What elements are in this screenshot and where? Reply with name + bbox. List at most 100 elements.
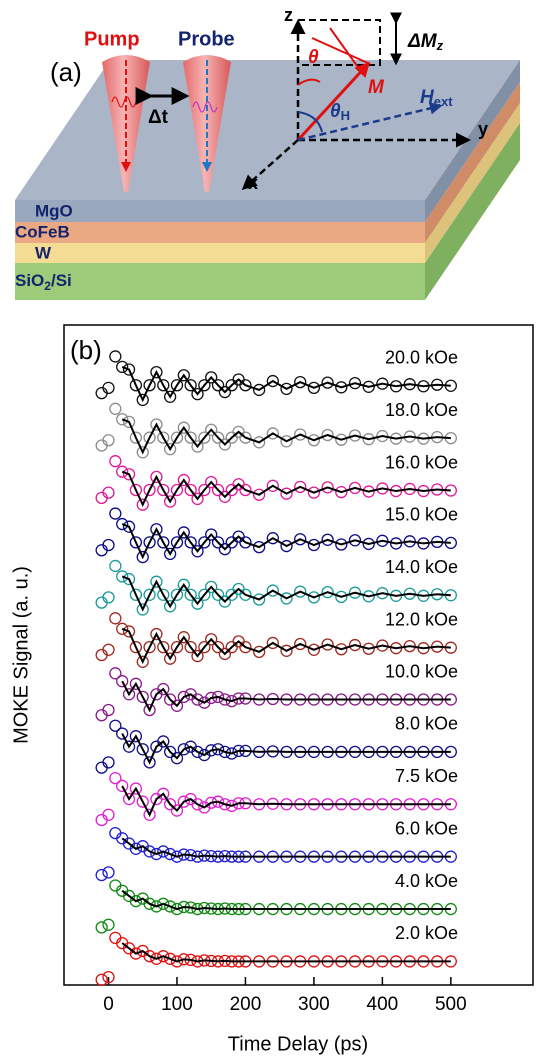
data-point (266, 584, 279, 597)
data-point (362, 590, 375, 603)
data-point (136, 498, 149, 511)
data-point (191, 745, 204, 759)
series-label: 7.5 kOe (395, 766, 458, 786)
fit-line (121, 680, 451, 713)
data-point (321, 376, 334, 389)
data-point (143, 897, 156, 910)
data-point (116, 779, 129, 793)
data-point (157, 897, 170, 910)
data-point (143, 431, 156, 444)
layer-label-rest: /Si (51, 271, 72, 290)
data-point (218, 490, 232, 503)
fit-line (121, 942, 451, 963)
data-point (280, 487, 293, 500)
layer-label: SiO2/Si (15, 271, 72, 293)
data-point (150, 418, 163, 431)
data-point (150, 575, 163, 588)
data-point (307, 538, 321, 552)
data-point (163, 952, 177, 965)
data-point (129, 842, 143, 855)
data-point (157, 379, 170, 392)
data-point (239, 483, 252, 497)
data-point (129, 730, 143, 743)
data-point (102, 756, 115, 769)
probe-label: Probe (178, 28, 235, 50)
data-point (211, 640, 225, 654)
data-point (266, 636, 279, 650)
theta-h-sub: H (341, 108, 350, 123)
data-point (102, 970, 115, 984)
data-point (211, 588, 225, 601)
data-point (177, 526, 190, 539)
layer-mgo (15, 200, 425, 222)
data-point (143, 379, 156, 392)
data-point (129, 588, 143, 601)
data-point (205, 423, 218, 436)
panel-label: (a) (50, 57, 82, 87)
data-point (143, 640, 156, 654)
layer-label: CoFeB (15, 222, 70, 241)
data-point (362, 485, 375, 498)
data-point (225, 694, 238, 708)
data-point (170, 483, 184, 497)
data-point (205, 528, 218, 541)
data-point (184, 588, 197, 601)
data-point (163, 390, 177, 403)
data-point (163, 652, 177, 665)
series-label: 8.0 kOe (395, 714, 458, 734)
y-axis-label: MOKE Signal (a. u.) (10, 566, 32, 744)
series-label: 6.0 kOe (395, 818, 458, 838)
data-point (198, 588, 211, 601)
data-point (109, 559, 122, 573)
pump-label: Pump (84, 28, 140, 50)
data-point (109, 667, 122, 680)
data-point (376, 534, 389, 547)
data-point (307, 591, 321, 604)
data-point (163, 442, 177, 456)
data-point (157, 640, 170, 654)
data-point (191, 693, 204, 706)
data-point (266, 427, 279, 440)
side-cofeb (425, 82, 520, 243)
data-point (170, 536, 184, 549)
data-point (150, 470, 163, 484)
data-point (211, 483, 225, 497)
plot-frame (63, 324, 534, 986)
fit-line (121, 889, 451, 911)
delta-mz-sub: z (436, 38, 444, 53)
data-point (95, 973, 108, 986)
data-point (362, 433, 375, 446)
data-point (280, 644, 293, 657)
h-vector (297, 102, 443, 142)
data-point (280, 382, 293, 396)
data-point (307, 381, 321, 395)
data-point (109, 612, 122, 625)
data-point (177, 795, 190, 808)
series-label: 10.0 kOe (385, 661, 458, 681)
data-point (294, 585, 307, 598)
data-point (184, 379, 197, 392)
fit-line (121, 523, 451, 560)
layer-label: MgO (35, 201, 73, 220)
data-point (307, 486, 321, 499)
data-point (376, 377, 389, 390)
data-point (177, 578, 190, 591)
data-point (150, 365, 163, 379)
data-point (170, 752, 184, 765)
data-point (348, 534, 362, 547)
series-label: 12.0 kOe (385, 609, 458, 629)
layer-cofeb (15, 222, 425, 243)
data-point (163, 847, 177, 861)
data-point (143, 483, 156, 497)
x-axis-label: Time Delay (ps) (228, 1033, 368, 1055)
data-point (348, 586, 362, 599)
data-point (376, 587, 389, 600)
fit-line (121, 627, 451, 665)
data-point (136, 743, 149, 756)
data-point (348, 429, 362, 442)
data-point (198, 431, 211, 444)
data-point (376, 482, 389, 495)
data-point (191, 440, 204, 453)
data-point (136, 795, 149, 808)
